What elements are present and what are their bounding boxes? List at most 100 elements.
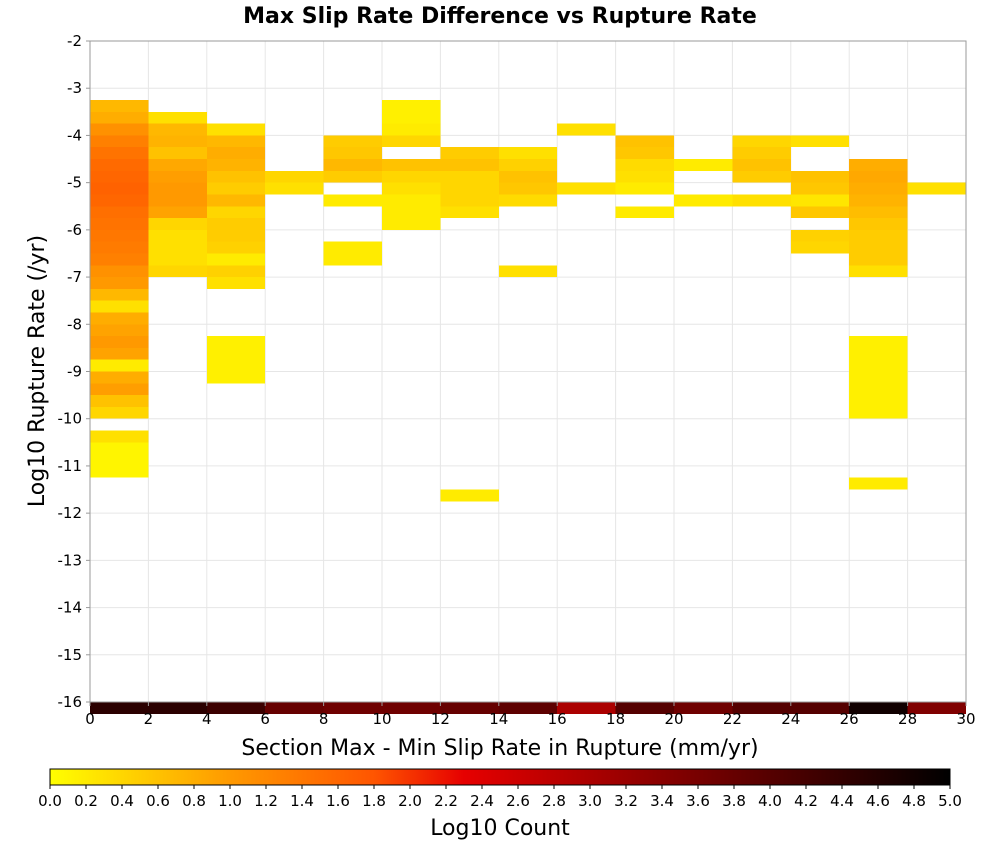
heatmap-cell	[148, 123, 207, 136]
heatmap-cell	[382, 206, 441, 219]
y-tick-label: -11	[58, 457, 83, 475]
heatmap-cell	[440, 206, 499, 219]
x-tick-label: 0	[85, 710, 95, 728]
heatmap-cell	[615, 206, 674, 219]
heatmap-cell	[440, 182, 499, 195]
heatmap-cell	[206, 265, 266, 278]
heatmap-cell	[206, 159, 266, 171]
heatmap-cell	[206, 218, 266, 230]
heatmap-cell	[90, 194, 149, 207]
heatmap-cell	[849, 347, 908, 360]
heatmap-cell	[90, 253, 149, 266]
heatmap-cell	[265, 182, 324, 195]
x-tick-label: 18	[606, 710, 625, 728]
heatmap-cell	[615, 170, 674, 183]
heatmap-cell	[615, 182, 674, 195]
heatmap-cell	[90, 111, 149, 124]
heatmap-cell	[323, 159, 382, 171]
heatmap-cell	[382, 702, 441, 714]
heatmap-cell	[382, 170, 441, 183]
colorbar-tick-label: 2.6	[506, 792, 530, 810]
colorbar-ticks: 0.0 0.2 0.4 0.6 0.8 1.0 1.2 1.4 1.6 1.8 2.0 2.2 2.4 2…	[38, 785, 962, 810]
y-axis-ticks: -2 -3 -4 -5 -6 -7 -8 -9 -10 -11 -12 -13 -14 -15 -16	[58, 32, 90, 711]
heatmap-cell	[148, 170, 207, 183]
colorbar-tick-label: 4.4	[830, 792, 854, 810]
heatmap-cell	[90, 147, 149, 160]
heatmap-cell	[382, 135, 441, 148]
colorbar	[49, 768, 951, 786]
heatmap-cell	[90, 170, 149, 183]
heatmap-cell	[382, 218, 441, 230]
colorbar-tick-label: 0.0	[38, 792, 62, 810]
chart-title: Max Slip Rate Difference vs Rupture Rate	[243, 4, 757, 29]
heatmap-cell	[790, 229, 850, 242]
colorbar-tick-label: 1.8	[362, 792, 386, 810]
heatmap-cell	[90, 100, 149, 112]
heatmap-cell	[148, 253, 207, 266]
heatmap-cell	[265, 170, 324, 183]
heatmap-cell	[90, 218, 149, 230]
x-tick-label: 22	[723, 710, 742, 728]
heatmap-cell	[382, 100, 441, 112]
heatmap-cell	[849, 229, 908, 242]
x-tick-label: 8	[319, 710, 329, 728]
heatmap-cell	[615, 702, 674, 714]
heatmap-cell	[732, 147, 791, 160]
heatmap-cell	[323, 135, 382, 148]
heatmap-cell	[790, 170, 850, 183]
heatmap-cell	[206, 170, 266, 183]
heatmap-cell	[498, 159, 558, 171]
heatmap-cell	[90, 324, 149, 337]
heatmap-cell	[323, 253, 382, 266]
x-tick-label: 24	[781, 710, 800, 728]
heatmap-cell	[90, 702, 149, 714]
y-tick-label: -2	[67, 32, 82, 50]
colorbar-tick-label: 4.2	[794, 792, 818, 810]
heatmap-cell	[90, 277, 149, 289]
heatmap-cell	[849, 194, 908, 207]
heatmap-cell	[849, 253, 908, 266]
heatmap-cell	[732, 170, 791, 183]
heatmap-cell	[148, 702, 207, 714]
x-axis-label: Section Max - Min Slip Rate in Rupture (…	[241, 736, 758, 761]
heatmap-cell	[498, 170, 558, 183]
heatmap-cell	[615, 147, 674, 160]
heatmap-cell	[90, 229, 149, 242]
heatmap-cell	[90, 454, 149, 466]
heatmap-cell	[849, 702, 908, 714]
x-tick-label: 6	[260, 710, 270, 728]
y-tick-label: -13	[58, 551, 83, 569]
heatmap-cell	[849, 182, 908, 195]
heatmap-cell	[382, 159, 441, 171]
x-axis-ticks: 0 2 4 6 8 10 12 14 16 18 20 22 24 26 28 30	[85, 702, 976, 728]
heatmap-cell	[206, 241, 266, 254]
heatmap-cell	[148, 206, 207, 219]
heatmap-cell	[849, 336, 908, 348]
heatmap-cell	[440, 194, 499, 207]
heatmap-cell	[90, 442, 149, 455]
y-tick-label: -3	[67, 79, 82, 97]
y-tick-label: -8	[67, 315, 82, 333]
heatmap-cell	[790, 135, 850, 148]
heatmap-cell	[440, 147, 499, 160]
colorbar-tick-label: 1.6	[326, 792, 350, 810]
heatmap-cell	[849, 383, 908, 396]
heatmap-cell	[90, 336, 149, 348]
heatmap-cell	[323, 702, 382, 714]
heatmap-cell	[849, 241, 908, 254]
colorbar-label: Log10 Count	[430, 816, 570, 841]
heatmap-cell	[907, 182, 966, 195]
heatmap-cell	[90, 359, 149, 372]
heatmap-cell	[206, 206, 266, 219]
heatmap-cell	[206, 229, 266, 242]
heatmap-cell	[90, 347, 149, 360]
heatmap-cell	[90, 300, 149, 313]
heatmap-cell	[90, 135, 149, 148]
heatmap-cell	[206, 147, 266, 160]
heatmap-cell	[790, 206, 850, 219]
x-tick-label: 12	[431, 710, 450, 728]
colorbar-tick-label: 0.2	[74, 792, 98, 810]
colorbar-tick-label: 3.4	[650, 792, 674, 810]
heatmap-cell	[206, 347, 266, 360]
